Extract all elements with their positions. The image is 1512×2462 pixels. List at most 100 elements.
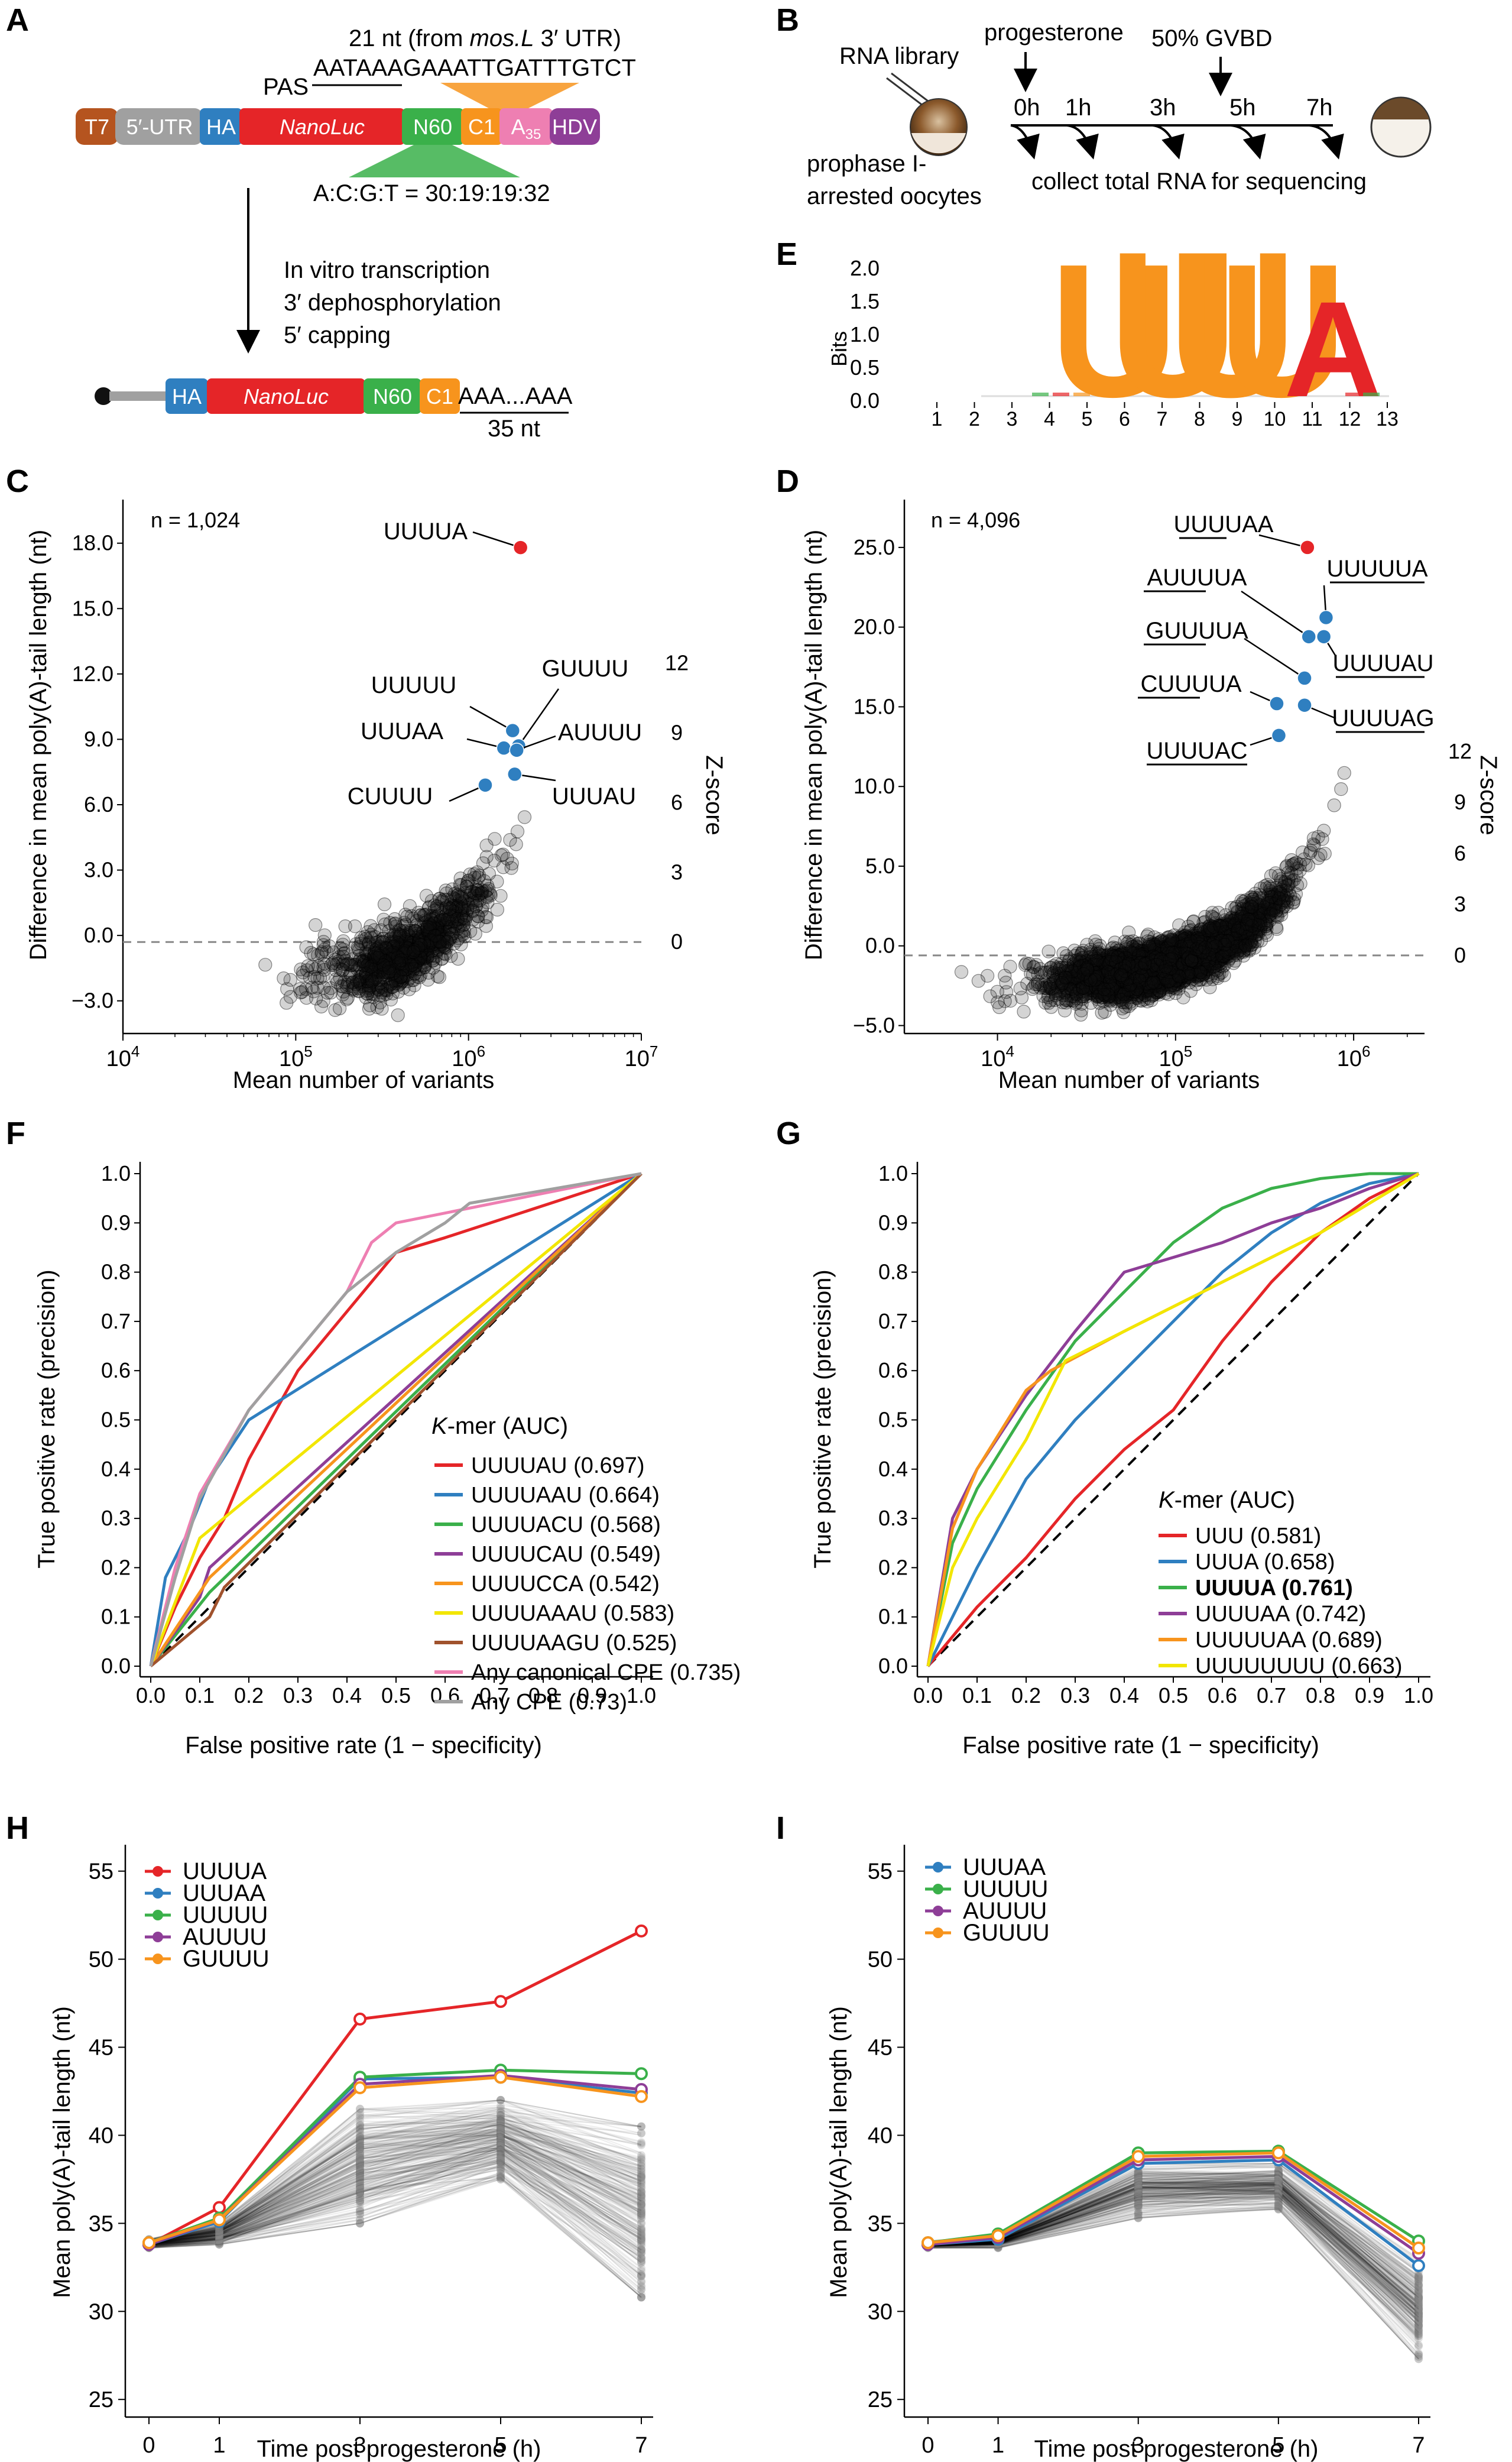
poly-a-tail: AAA...AAA	[458, 383, 573, 409]
panel-letter-a: A	[6, 2, 29, 38]
background-point	[397, 933, 411, 948]
logo-xtick: 4	[1044, 408, 1055, 430]
background-point	[389, 950, 404, 964]
logo-letter-a: A	[1284, 273, 1382, 425]
background-point	[366, 950, 381, 964]
background-point	[397, 955, 411, 969]
highlight-point	[505, 723, 521, 738]
block-hdv	[550, 108, 600, 145]
c-y2label: Z-score	[701, 755, 727, 835]
background-point	[368, 936, 383, 950]
background-point	[393, 924, 407, 938]
background-point	[421, 901, 436, 915]
background-point	[353, 974, 367, 989]
background-point	[383, 916, 397, 930]
collect-arrow-3	[1152, 124, 1185, 160]
background-point	[348, 957, 362, 971]
z-tick-label: 12	[665, 650, 689, 675]
background-point	[370, 1000, 384, 1015]
background-point	[366, 964, 380, 979]
background-point	[437, 913, 451, 927]
background-point	[460, 900, 475, 915]
d-ylabel: Difference in mean poly(A)-tail length (…	[801, 530, 827, 960]
background-point	[403, 951, 417, 966]
background-point	[398, 946, 413, 960]
x-tick-label: 105	[279, 1042, 313, 1071]
background-point	[1334, 782, 1348, 796]
background-point	[362, 958, 377, 973]
background-point	[403, 925, 417, 940]
background-point	[392, 977, 407, 992]
y-tick-label: 25.0	[854, 535, 895, 559]
background-point	[405, 964, 419, 979]
cap-dot	[95, 387, 112, 405]
background-point	[458, 886, 472, 900]
background-point	[414, 950, 428, 964]
logo-letter-u2: U	[1109, 209, 1238, 440]
background-point	[412, 928, 426, 942]
background-point	[388, 961, 402, 976]
background-point	[388, 951, 403, 966]
oocytes-label-1: prophase I-	[807, 151, 926, 177]
background-point	[421, 966, 436, 980]
background-point	[293, 981, 307, 996]
background-point	[426, 953, 440, 968]
background-point	[1315, 832, 1329, 846]
background-point	[416, 937, 430, 951]
background-point	[481, 895, 495, 910]
highlight-label: UUUUA	[384, 519, 468, 545]
logo-letter-u4: U	[1219, 225, 1347, 437]
background-point	[427, 937, 441, 952]
logo-ytick: 2.0	[850, 256, 880, 280]
background-point	[424, 940, 439, 954]
z-tick-label: 12	[1448, 739, 1472, 763]
background-point	[382, 960, 396, 974]
highlight-label: UUUAA	[361, 718, 443, 744]
background-point	[364, 927, 378, 942]
y-tick-label: 6.0	[84, 792, 113, 817]
background-point	[359, 953, 374, 967]
block-t7	[76, 108, 118, 145]
background-point	[373, 951, 387, 965]
background-point	[404, 931, 418, 945]
background-point	[407, 947, 421, 961]
background-point	[385, 958, 399, 973]
background-point	[427, 928, 442, 943]
c1-funnel	[440, 83, 579, 112]
background-point	[421, 924, 436, 938]
background-point	[437, 946, 452, 961]
oocytes-label-2: arrested oocytes	[807, 183, 982, 209]
background-point	[455, 892, 469, 906]
background-point	[366, 987, 381, 1001]
background-point	[408, 924, 422, 938]
background-point	[414, 944, 428, 958]
background-point	[456, 906, 470, 921]
background-point	[332, 950, 346, 964]
background-point	[992, 1000, 1007, 1015]
collect-arrow-5	[1230, 124, 1266, 160]
background-point	[317, 980, 331, 995]
logo-letter-u1: U	[1050, 225, 1179, 437]
background-point	[372, 961, 387, 975]
background-point	[407, 978, 421, 993]
tail-length: 35 nt	[488, 416, 540, 442]
background-point	[436, 932, 451, 947]
logo-ytick: 0.5	[850, 355, 880, 380]
highlight-point	[507, 766, 523, 782]
product-n60-label: N60	[373, 384, 412, 409]
background-point	[343, 958, 358, 973]
logo-xtick: 10	[1264, 408, 1286, 430]
background-point	[414, 945, 428, 959]
background-point	[488, 832, 502, 846]
oocyte-end-shade	[1373, 98, 1429, 119]
background-point	[277, 971, 291, 986]
background-point	[395, 947, 410, 962]
block-ha-label: HA	[206, 115, 236, 139]
background-point	[475, 883, 489, 898]
background-point	[300, 963, 314, 977]
background-point	[342, 969, 356, 984]
step-2: 3′ dephosphorylation	[284, 290, 501, 316]
background-point	[388, 973, 403, 987]
background-point	[433, 939, 447, 953]
background-point	[366, 958, 380, 972]
